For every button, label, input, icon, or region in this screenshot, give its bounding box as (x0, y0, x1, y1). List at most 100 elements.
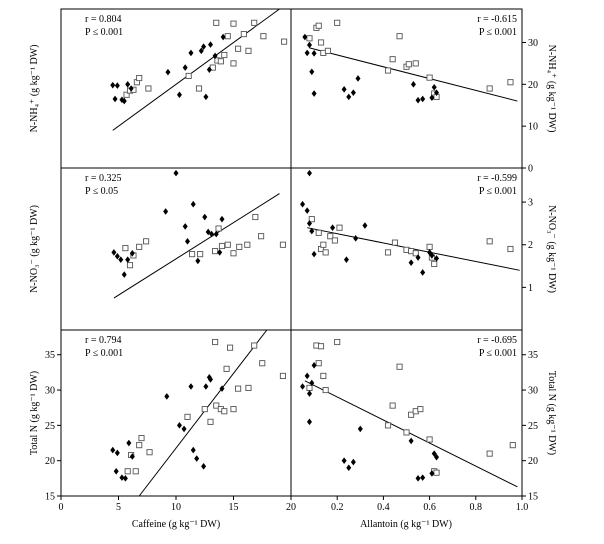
left-y-tick-label: 25 (45, 421, 55, 432)
allantoin-vs-ammonium-regression-line (309, 47, 518, 102)
x-axis-label-right: Allantoin (g kg⁻¹ DW) (360, 519, 452, 530)
allantoin-vs-nitrate-r-value: r = -0.599 (477, 173, 517, 184)
allantoin-vs-ammonium-open-square-point (334, 19, 341, 26)
caffeine-vs-total-n-open-square-point (221, 408, 228, 415)
allantoin-vs-total-n-filled-diamond-point (300, 383, 306, 390)
allantoin-vs-total-n-filled-diamond-point (420, 474, 426, 481)
caffeine-vs-nitrate-open-square-point (218, 242, 226, 250)
allantoin-vs-total-n-filled-diamond-point (434, 453, 440, 461)
allantoin-vs-total-n-open-square-point (433, 469, 440, 476)
caffeine-vs-total-n-filled-diamond-point (181, 425, 187, 433)
right-y-tick-label: 3 (528, 198, 533, 209)
caffeine-vs-ammonium-open-square-point (240, 31, 247, 38)
allantoin-vs-nitrate-open-square-point (431, 260, 438, 267)
allantoin-vs-total-n-filled-diamond-point (341, 457, 347, 464)
caffeine-vs-ammonium-filled-diamond-point (203, 93, 209, 101)
caffeine-vs-nitrate-open-square-point (215, 225, 222, 232)
right-y-tick-label: 35 (528, 350, 538, 361)
allantoin-vs-nitrate-open-square-point (486, 238, 493, 245)
caffeine-vs-total-n-open-square-point (201, 406, 208, 413)
allantoin-vs-ammonium-open-square-point (507, 79, 514, 86)
y-axis-label-left: N-NO₃⁻ (g kg⁻¹ DW) (29, 205, 40, 293)
caffeine-vs-ammonium-open-square-point (224, 33, 231, 40)
allantoin-vs-ammonium-filled-diamond-point (429, 94, 435, 102)
allantoin-vs-total-n-open-square-point (396, 363, 403, 370)
allantoin-vs-ammonium-filled-diamond-point (311, 50, 317, 57)
caffeine-vs-nitrate-filled-diamond-point (217, 249, 223, 256)
allantoin-vs-total-n-filled-diamond-point (350, 458, 356, 466)
left-y-tick-label: 15 (45, 492, 55, 503)
caffeine-vs-nitrate-filled-diamond-point (173, 169, 179, 177)
x-tick-label: 15 (229, 502, 239, 513)
allantoin-vs-ammonium-r-value: r = -0.615 (477, 14, 517, 25)
allantoin-vs-total-n-filled-diamond-point (304, 372, 310, 380)
allantoin-vs-ammonium-open-square-point (306, 35, 313, 42)
allantoin-vs-total-n-open-square-point (403, 429, 410, 436)
caffeine-vs-ammonium-open-square-point (230, 60, 237, 67)
right-y-tick-label: 20 (528, 456, 538, 467)
caffeine-vs-ammonium-open-square-point (260, 33, 267, 40)
right-y-tick-label: 20 (528, 80, 538, 91)
allantoin-vs-total-n-open-square-point (389, 402, 396, 409)
allantoin-vs-total-n-filled-diamond-point (306, 390, 312, 397)
right-y-tick-label: 30 (528, 38, 538, 49)
caffeine-vs-nitrate-open-square-point (230, 250, 237, 257)
caffeine-vs-ammonium-open-square-point (221, 51, 228, 59)
caffeine-vs-nitrate-filled-diamond-point (118, 256, 124, 263)
allantoin-vs-ammonium-open-square-point (405, 61, 412, 68)
allantoin-vs-nitrate-filled-diamond-point (343, 256, 349, 263)
allantoin-vs-ammonium-open-square-point (317, 39, 325, 46)
allantoin-vs-ammonium-filled-diamond-point (311, 90, 317, 97)
caffeine-vs-nitrate-filled-diamond-point (195, 257, 201, 265)
caffeine-vs-nitrate-filled-diamond-point (129, 249, 135, 257)
x-tick-label: 0.8 (470, 502, 483, 513)
allantoin-vs-total-n-open-square-point (426, 436, 433, 443)
caffeine-vs-nitrate-r-value: r = 0.325 (85, 173, 121, 184)
caffeine-vs-total-n-filled-diamond-point (114, 449, 120, 457)
allantoin-vs-ammonium-filled-diamond-point (350, 89, 356, 96)
caffeine-vs-total-n-open-square-point (251, 342, 258, 349)
caffeine-vs-total-n-open-square-point (223, 365, 230, 372)
x-tick-label: 0.4 (377, 502, 390, 513)
caffeine-vs-total-n-open-square-point (212, 338, 219, 346)
x-tick-label: 1.0 (516, 502, 529, 513)
allantoin-vs-total-n-open-square-point (408, 411, 415, 418)
allantoin-vs-nitrate-filled-diamond-point (304, 207, 310, 214)
caffeine-vs-ammonium-filled-diamond-point (125, 81, 131, 88)
allantoin-vs-ammonium-open-square-point (486, 85, 493, 92)
allantoin-vs-nitrate-filled-diamond-point (311, 250, 317, 258)
allantoin-vs-ammonium-filled-diamond-point (309, 68, 315, 76)
y-axis-label-left: N-NH₄⁺ (g kg⁻¹ DW) (29, 45, 40, 133)
allantoin-vs-ammonium-p-value: P ≤ 0.001 (479, 27, 517, 38)
allantoin-vs-total-n-filled-diamond-point (408, 437, 414, 445)
caffeine-vs-nitrate-open-square-point (236, 243, 243, 250)
allantoin-vs-ammonium-open-square-point (324, 47, 332, 54)
caffeine-vs-ammonium-open-square-point (230, 20, 237, 27)
caffeine-vs-nitrate-filled-diamond-point (125, 256, 131, 263)
allantoin-vs-ammonium-filled-diamond-point (431, 83, 437, 91)
caffeine-vs-nitrate-filled-diamond-point (205, 228, 211, 236)
caffeine-vs-ammonium-filled-diamond-point (112, 95, 118, 103)
allantoin-vs-total-n-r-value: r = -0.695 (477, 335, 517, 346)
caffeine-vs-total-n-regression-line (138, 329, 268, 497)
caffeine-vs-ammonium-filled-diamond-point (182, 64, 188, 71)
allantoin-vs-nitrate-open-square-point (426, 243, 433, 250)
allantoin-vs-nitrate-filled-diamond-point (415, 254, 421, 261)
caffeine-vs-nitrate-open-square-point (126, 262, 134, 269)
caffeine-vs-total-n-filled-diamond-point (110, 446, 116, 454)
allantoin-vs-total-n-filled-diamond-point (415, 475, 421, 482)
caffeine-vs-total-n-filled-diamond-point (113, 467, 119, 475)
right-y-tick-label: 30 (528, 386, 538, 397)
allantoin-vs-nitrate-open-square-point (322, 249, 329, 256)
allantoin-vs-nitrate-filled-diamond-point (306, 169, 312, 177)
allantoin-vs-ammonium-filled-diamond-point (420, 95, 426, 103)
caffeine-vs-nitrate-open-square-point (197, 251, 204, 258)
allantoin-vs-ammonium-open-square-point (412, 60, 419, 67)
allantoin-vs-ammonium-filled-diamond-point (306, 41, 312, 49)
allantoin-vs-nitrate-p-value: P ≤ 0.001 (479, 186, 517, 197)
caffeine-vs-nitrate-filled-diamond-point (209, 230, 215, 238)
allantoin-vs-total-n-filled-diamond-point (346, 464, 352, 472)
caffeine-vs-nitrate-open-square-point (252, 213, 259, 221)
caffeine-vs-total-n-open-square-point (213, 402, 220, 409)
